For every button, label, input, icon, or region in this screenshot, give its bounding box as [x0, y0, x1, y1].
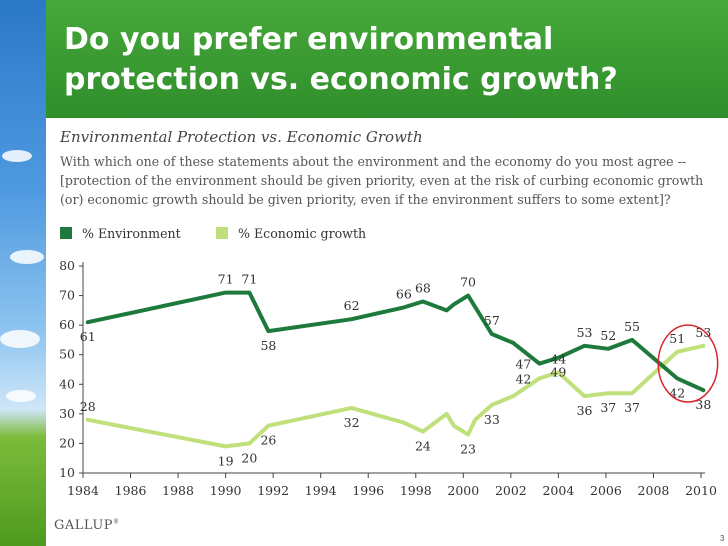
x-tick-label: 1990	[210, 483, 242, 498]
data-label-environment: 61	[80, 329, 96, 344]
y-tick-label: 30	[59, 406, 75, 421]
data-label-environment: 62	[344, 298, 360, 313]
data-label-environment: 42	[669, 385, 685, 400]
x-tick-label: 1996	[352, 483, 384, 498]
gallup-logo-text: GALLUP	[54, 518, 114, 533]
data-label-environment: 71	[218, 272, 234, 287]
data-label-economic-growth: 33	[484, 412, 500, 427]
legend-swatch-environment	[60, 227, 72, 239]
y-tick-label: 70	[59, 288, 75, 303]
title-bar: Do you prefer environmental protection v…	[46, 0, 728, 118]
data-label-environment: 49	[550, 365, 566, 380]
data-label-environment: 58	[260, 338, 276, 353]
chart-panel: Environmental Protection vs. Economic Gr…	[46, 118, 728, 546]
data-label-economic-growth: 26	[260, 433, 276, 448]
x-tick-label: 2008	[638, 483, 670, 498]
cloud-decoration	[0, 330, 40, 348]
highlight-ellipse	[657, 324, 719, 403]
gallup-registered-mark: ®	[113, 518, 120, 526]
slide-title: Do you prefer environmental protection v…	[64, 22, 618, 97]
data-label-environment: 52	[600, 328, 616, 343]
x-tick-label: 1986	[115, 483, 147, 498]
chart-subtitle: With which one of these statements about…	[60, 154, 704, 207]
chart-title: Environmental Protection vs. Economic Gr…	[60, 128, 423, 146]
data-label-economic-growth: 36	[577, 403, 593, 418]
y-tick-label: 80	[59, 258, 75, 273]
cloud-decoration	[10, 250, 44, 264]
legend-item-environment: % Environment	[60, 226, 181, 241]
legend-swatch-economic-growth	[216, 227, 228, 239]
y-tick-label: 20	[59, 435, 75, 450]
legend-label-environment: % Environment	[82, 226, 181, 241]
data-label-economic-growth: 37	[600, 400, 616, 415]
data-label-economic-growth: 32	[344, 415, 360, 430]
y-tick-label: 40	[59, 376, 75, 391]
data-label-environment: 53	[577, 325, 593, 340]
data-label-economic-growth: 20	[241, 450, 257, 465]
x-tick-label: 2000	[447, 483, 479, 498]
data-label-environment: 70	[460, 275, 476, 290]
x-tick-label: 1998	[400, 483, 432, 498]
series-line-economic-growth	[85, 343, 706, 449]
gallup-logo: GALLUP®	[54, 518, 120, 533]
x-tick-label: 1984	[67, 483, 99, 498]
data-label-economic-growth: 24	[415, 439, 431, 454]
data-label-economic-growth: 44	[550, 351, 566, 366]
legend-item-economic-growth: % Economic growth	[216, 226, 366, 241]
data-label-environment: 68	[415, 280, 431, 295]
data-label-economic-growth: 19	[218, 453, 234, 468]
y-tick-label: 50	[59, 347, 75, 362]
y-tick-label: 60	[59, 317, 75, 332]
page-number: 3	[720, 534, 725, 543]
cloud-decoration	[6, 390, 36, 402]
x-tick-label: 2006	[590, 483, 622, 498]
x-tick-label: 2002	[495, 483, 527, 498]
x-tick-label: 1988	[162, 483, 194, 498]
legend-label-economic-growth: % Economic growth	[238, 226, 367, 241]
sky-background	[0, 0, 46, 546]
x-tick-label: 2004	[542, 483, 574, 498]
data-label-economic-growth: 42	[515, 371, 531, 386]
line-chart: 10 20 30 40 50 60 70 80 1984 1986 1988 1990 1992 1994…	[59, 258, 719, 498]
series-line-environment	[85, 290, 706, 393]
data-label-environment: 66	[396, 286, 412, 301]
data-label-environment: 71	[241, 272, 257, 287]
x-tick-label: 1992	[257, 483, 289, 498]
data-label-environment: 57	[484, 313, 500, 328]
cloud-decoration	[2, 150, 32, 162]
data-label-economic-growth: 51	[669, 331, 685, 346]
data-label-environment: 38	[695, 397, 711, 412]
data-label-economic-growth: 28	[80, 399, 96, 414]
x-tick-label: 1994	[305, 483, 337, 498]
data-label-economic-growth: 23	[460, 442, 476, 457]
data-label-environment: 47	[515, 357, 531, 372]
data-label-environment: 55	[624, 319, 640, 334]
x-tick-label: 2010	[685, 483, 717, 498]
data-label-economic-growth: 37	[624, 400, 640, 415]
y-tick-label: 10	[59, 465, 75, 480]
